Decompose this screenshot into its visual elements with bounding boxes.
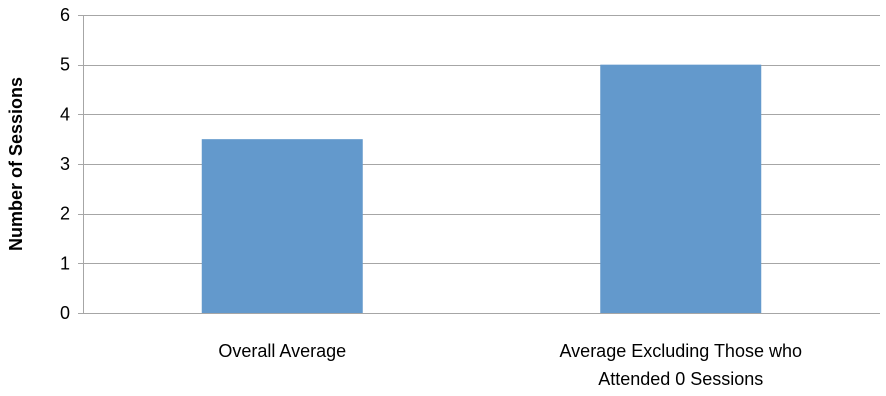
x-category-label-2: Average Excluding Those who Attended 0 Se… [560, 341, 803, 389]
y-tick-label-2: 2 [60, 204, 70, 224]
y-tick-label-3: 3 [60, 154, 70, 174]
y-tick-label-4: 4 [60, 104, 70, 124]
x-category-label-1: Overall Average [218, 341, 346, 361]
y-tick-label-1: 1 [60, 253, 70, 273]
bars [201, 64, 762, 314]
y-tick-label-0: 0 [60, 303, 70, 323]
y-tick-label-5: 5 [60, 55, 70, 75]
bar-2 [600, 64, 762, 314]
y-axis-title: Number of Sessions [6, 77, 26, 251]
y-axis-tick-labels: 0 1 2 3 4 5 6 [60, 5, 70, 323]
bar-1 [201, 139, 363, 313]
axes [78, 15, 880, 314]
y-tick-label-6: 6 [60, 5, 70, 25]
x-axis-category-labels: Overall Average Average Excluding Those w… [218, 341, 802, 389]
